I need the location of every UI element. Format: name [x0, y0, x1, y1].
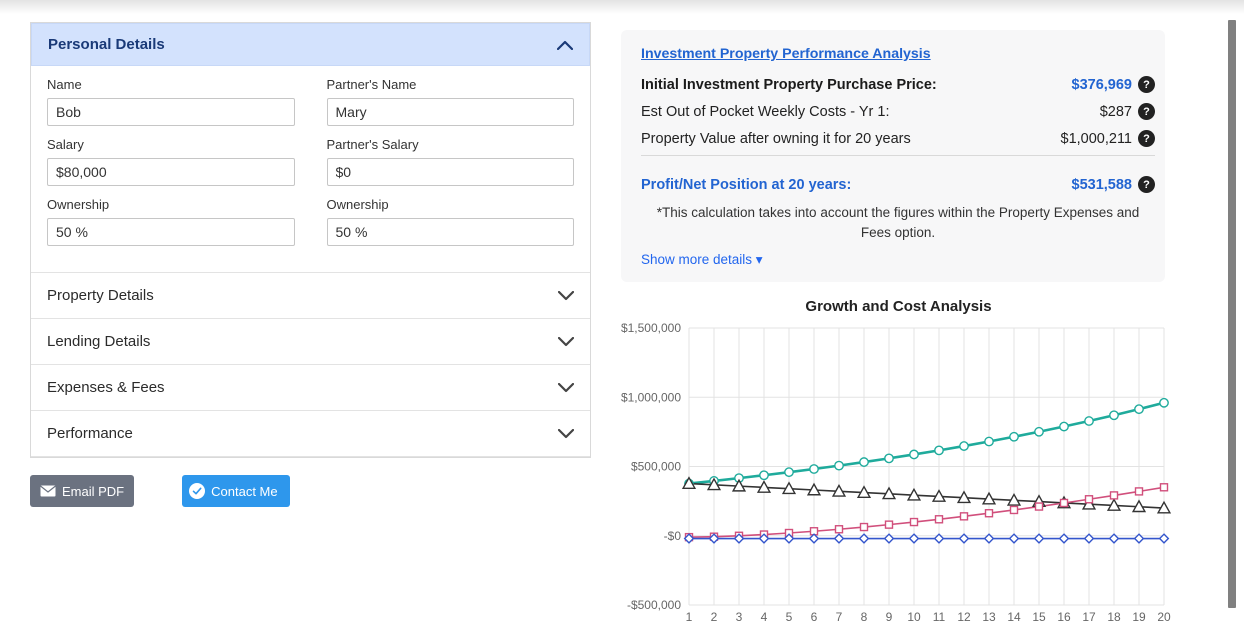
svg-text:11: 11: [933, 610, 946, 622]
svg-text:8: 8: [861, 610, 868, 622]
svg-text:18: 18: [1107, 610, 1121, 622]
svg-text:17: 17: [1082, 610, 1096, 622]
svg-text:3: 3: [736, 610, 743, 622]
svg-text:9: 9: [886, 610, 893, 622]
svg-text:4: 4: [761, 610, 768, 622]
svg-text:14: 14: [1007, 610, 1021, 622]
svg-text:5: 5: [786, 610, 793, 622]
svg-text:$500,000: $500,000: [631, 460, 681, 474]
svg-text:$1,500,000: $1,500,000: [621, 321, 681, 335]
svg-text:6: 6: [811, 610, 818, 622]
svg-text:-$500,000: -$500,000: [627, 598, 681, 612]
svg-text:16: 16: [1057, 610, 1071, 622]
svg-text:1: 1: [686, 610, 693, 622]
svg-text:20: 20: [1157, 610, 1171, 622]
svg-text:2: 2: [711, 610, 718, 622]
svg-text:19: 19: [1132, 610, 1146, 622]
svg-text:$1,000,000: $1,000,000: [621, 390, 681, 404]
svg-text:-$0: -$0: [664, 529, 682, 543]
svg-text:12: 12: [957, 610, 971, 622]
svg-text:10: 10: [907, 610, 921, 622]
svg-text:15: 15: [1032, 610, 1046, 622]
svg-text:13: 13: [982, 610, 996, 622]
svg-text:7: 7: [836, 610, 843, 622]
